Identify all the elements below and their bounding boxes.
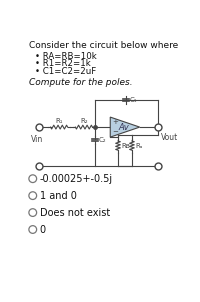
Text: • R1=R2=1k: • R1=R2=1k [35, 59, 91, 68]
Text: Vout: Vout [161, 133, 178, 142]
Text: −: − [113, 129, 118, 135]
Text: R₂: R₂ [80, 118, 88, 124]
Text: Does not exist: Does not exist [40, 207, 110, 217]
Text: Rʙ: Rʙ [121, 143, 130, 149]
Text: 1 and 0: 1 and 0 [40, 191, 77, 201]
Polygon shape [110, 117, 140, 137]
Text: +: + [113, 120, 118, 125]
Text: • C1=C2=2uF: • C1=C2=2uF [35, 67, 96, 76]
Text: -0.00025+-0.5j: -0.00025+-0.5j [40, 174, 113, 184]
Text: Rₐ: Rₐ [135, 143, 143, 149]
Text: Compute for the poles.: Compute for the poles. [29, 78, 132, 87]
Text: Consider the circuit below where: Consider the circuit below where [29, 41, 178, 50]
Text: • RA=RB=10k: • RA=RB=10k [35, 52, 97, 61]
Text: C₁: C₁ [130, 97, 137, 103]
Text: Av: Av [118, 124, 129, 132]
Text: R₁: R₁ [55, 118, 63, 124]
Text: 0: 0 [40, 224, 46, 235]
Text: Vin: Vin [31, 135, 44, 144]
Text: C₂: C₂ [99, 137, 106, 143]
